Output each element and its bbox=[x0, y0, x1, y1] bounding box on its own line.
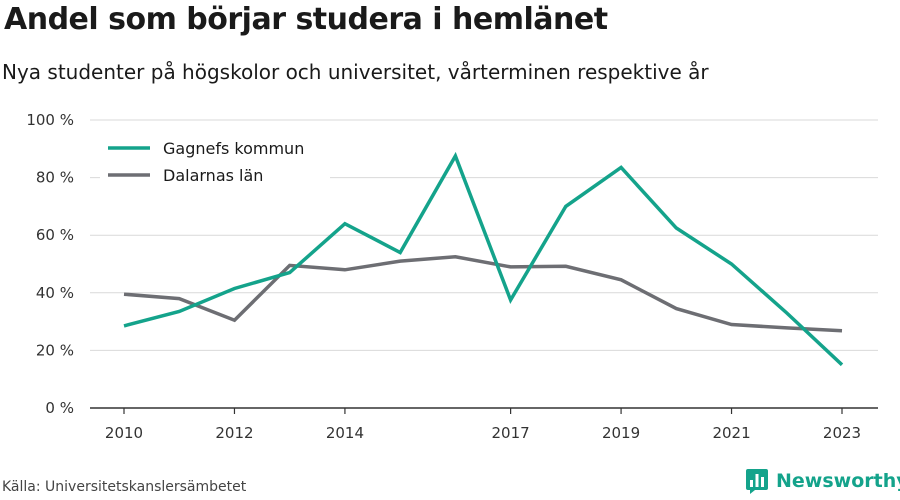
y-tick-label: 20 % bbox=[36, 341, 74, 359]
source-note: Källa: Universitetskanslersämbetet bbox=[2, 479, 247, 495]
brand-name: Newsworthy bbox=[776, 470, 900, 492]
y-tick-label: 60 % bbox=[36, 226, 74, 244]
chart-title: Andel som börjar studera i hemlänet bbox=[4, 2, 608, 37]
chart-subtitle: Nya studenter på högskolor och universit… bbox=[2, 60, 709, 84]
bar-chart-logo-icon bbox=[746, 469, 768, 494]
x-tick-label: 2017 bbox=[492, 424, 530, 442]
x-tick-label: 2023 bbox=[823, 424, 861, 442]
brand-logo[interactable]: Newsworthy bbox=[746, 468, 900, 494]
legend-background bbox=[100, 133, 330, 189]
series-line-gagnefs-kommun bbox=[123, 151, 844, 367]
x-tick-label: 2012 bbox=[215, 424, 253, 442]
x-tick-label: 2021 bbox=[712, 424, 750, 442]
y-tick-label: 0 % bbox=[45, 399, 74, 417]
legend-label: Dalarnas län bbox=[163, 166, 263, 185]
x-tick-label: 2010 bbox=[105, 424, 143, 442]
y-tick-label: 80 % bbox=[36, 169, 74, 187]
x-tick-label: 2014 bbox=[326, 424, 364, 442]
x-tick-label: 2019 bbox=[602, 424, 640, 442]
y-tick-label: 40 % bbox=[36, 284, 74, 302]
y-tick-label: 100 % bbox=[26, 111, 74, 129]
series-line-dalarnas-län bbox=[123, 255, 843, 333]
line-chart: 0 % 20 % 40 % 60 % 80 % 100 % 2010 2012 2014 2017… bbox=[26, 111, 878, 442]
legend-label: Gagnefs kommun bbox=[163, 139, 304, 158]
